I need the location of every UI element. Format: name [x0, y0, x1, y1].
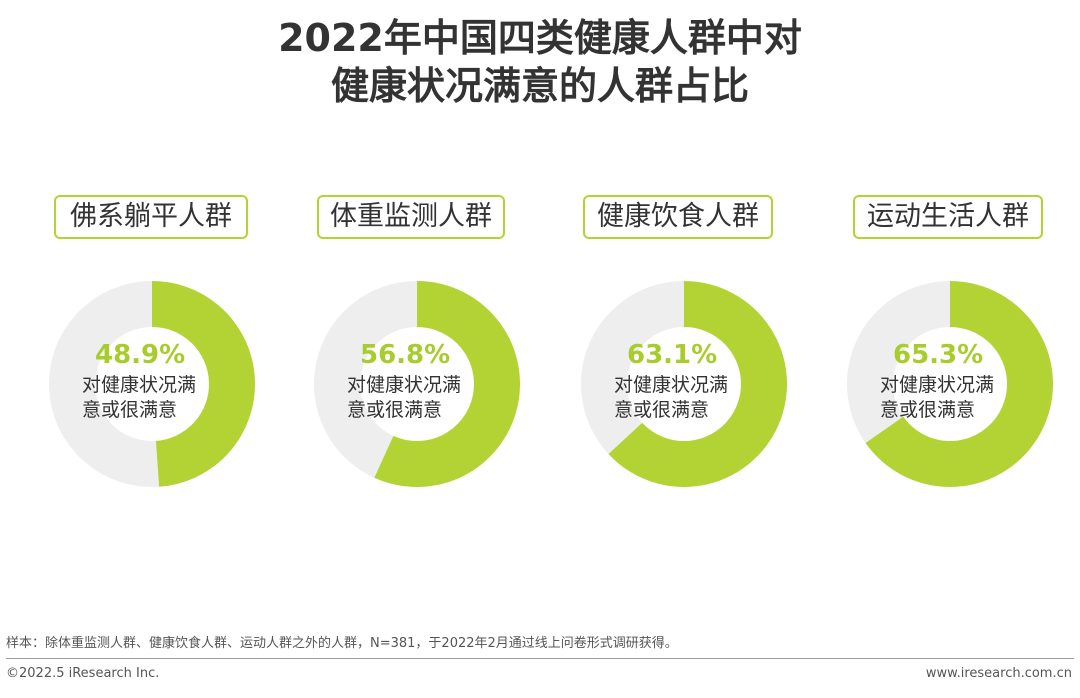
donut-caption-1-line-2: 意或很满意 — [82, 399, 178, 421]
group-label-3: 健康饮食人群 — [583, 195, 773, 239]
group-label-2: 体重监测人群 — [317, 195, 505, 239]
donut-filled-arc-3 — [608, 281, 787, 487]
donut-chart-1: 48.9% 对健康状况满 意或很满意 — [48, 280, 256, 488]
donut-filled-arc-4 — [865, 281, 1053, 487]
group-label-4: 运动生活人群 — [853, 195, 1043, 239]
sample-note: 样本：除体重监测人群、健康饮食人群、运动人群之外的人群，N=381，于2022年… — [6, 636, 678, 651]
chart-title-line-2: 健康状况满意的人群占比 — [330, 64, 749, 108]
footer-copyright: ©2022.5 iResearch Inc. — [6, 666, 160, 681]
donut-svg-4 — [847, 281, 1053, 487]
donut-filled-arc-1 — [152, 281, 256, 487]
donut-filled-arc-2 — [374, 281, 520, 487]
footer-divider — [6, 658, 1074, 659]
donut-remainder-2 — [313, 281, 417, 478]
chart-title: 2022年中国四类健康人群中对 健康状况满意的人群占比 — [0, 14, 1080, 110]
chart-title-line-1: 2022年中国四类健康人群中对 — [278, 16, 802, 60]
donut-svg-2 — [313, 281, 520, 487]
footer-website: www.iresearch.com.cn — [925, 666, 1072, 681]
donut-value-label-4: 65.3% — [893, 340, 984, 370]
donut-chart-4: 65.3% 对健康状况满 意或很满意 — [846, 280, 1054, 488]
group-label-1: 佛系躺平人群 — [54, 195, 248, 239]
donut-chart-3: 63.1% 对健康状况满 意或很满意 — [580, 280, 788, 488]
donut-caption-2-line-1: 对健康状况满 — [347, 374, 462, 396]
donut-chart-2: 56.8% 对健康状况满 意或很满意 — [313, 280, 521, 488]
donut-remainder-4 — [847, 281, 950, 443]
donut-remainder-3 — [581, 281, 684, 455]
donut-caption-3-line-2: 意或很满意 — [614, 399, 710, 421]
donut-caption-4: 对健康状况满 意或很满意 — [880, 373, 1030, 423]
donut-caption-4-line-2: 意或很满意 — [880, 399, 976, 421]
donut-caption-1: 对健康状况满 意或很满意 — [82, 373, 232, 423]
donut-svg-3 — [581, 281, 787, 487]
donut-remainder-1 — [49, 281, 160, 487]
donut-svg-1 — [49, 281, 256, 487]
donut-caption-1-line-1: 对健康状况满 — [82, 374, 197, 396]
donut-value-label-3: 63.1% — [627, 340, 718, 370]
donut-value-label-2: 56.8% — [360, 340, 451, 370]
donut-caption-2-line-2: 意或很满意 — [347, 399, 443, 421]
donut-value-label-1: 48.9% — [95, 340, 186, 370]
donut-caption-3: 对健康状况满 意或很满意 — [614, 373, 764, 423]
donut-caption-2: 对健康状况满 意或很满意 — [347, 373, 497, 423]
donut-caption-4-line-1: 对健康状况满 — [880, 374, 995, 396]
donut-caption-3-line-1: 对健康状况满 — [614, 374, 729, 396]
